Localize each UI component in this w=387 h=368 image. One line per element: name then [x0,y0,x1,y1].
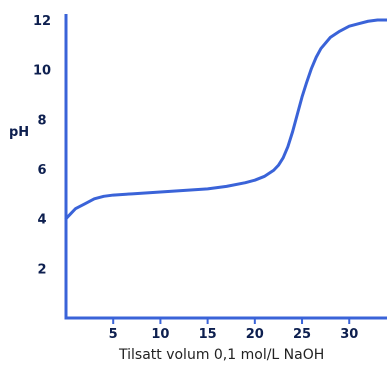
y-axis-title: pH [9,125,29,140]
y-tick-label: 2 [37,262,46,277]
x-tick-label: 30 [340,327,358,342]
titration-curve-line [64,18,387,221]
x-tick-label: 25 [293,327,311,342]
x-axis-title: Tilsatt volum 0,1 mol/L NaOH [119,347,325,363]
x-tick-label: 5 [109,327,118,342]
y-tick-label: 8 [37,113,46,128]
series [64,18,387,221]
x-tick-label: 15 [199,327,217,342]
y-tick-label: 10 [33,64,51,79]
y-tick-label: 6 [37,163,46,178]
x-tick-label: 20 [246,327,264,342]
y-tick-label: 12 [33,14,51,29]
y-tick-label: 4 [37,213,46,228]
ticks: 5 10 15 20 25 30 2 4 6 8 10 12 [33,14,358,342]
axes [64,14,387,320]
x-tick-label: 10 [151,327,169,342]
